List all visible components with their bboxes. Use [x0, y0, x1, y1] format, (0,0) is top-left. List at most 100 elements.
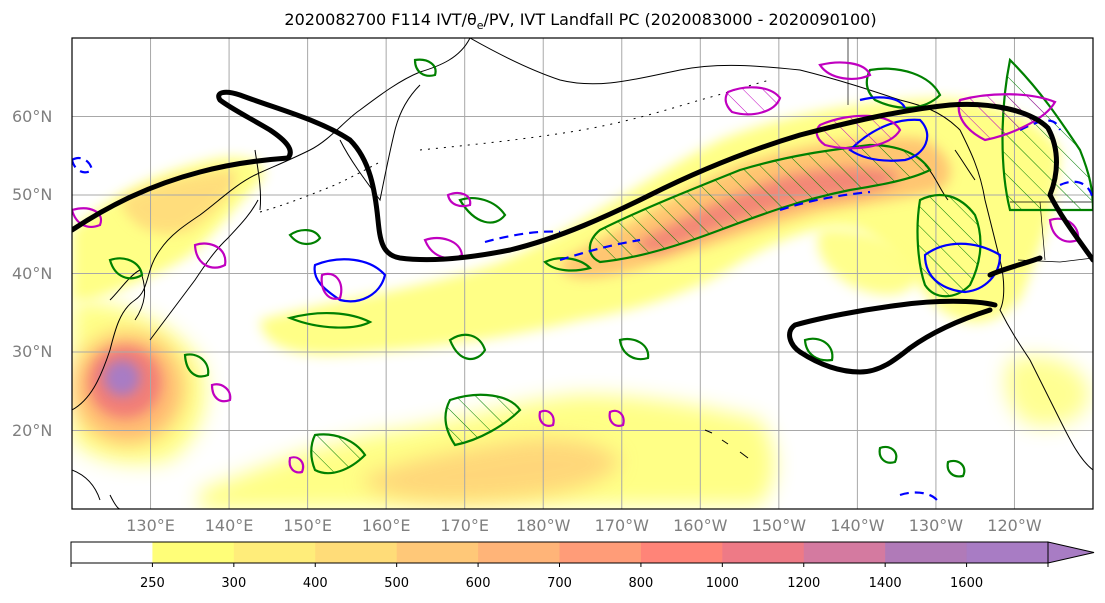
- longitude-label: 150°W: [751, 516, 807, 535]
- map-title: 2020082700 F114 IVT/θe/PV, IVT Landfall …: [28, 10, 1105, 32]
- colorbar: [70, 541, 1095, 567]
- colorbar-tick-label: 800: [628, 576, 654, 591]
- colorbar-segment: [315, 542, 398, 563]
- theta-e-contour: [310, 433, 367, 475]
- magenta-contour: [818, 61, 872, 80]
- pv-contour: [923, 242, 1002, 294]
- colorbar-segment: [152, 542, 235, 563]
- magenta-contour: [210, 383, 232, 403]
- colorbar-segment: [396, 542, 479, 563]
- latitude-label: 60°N: [12, 106, 53, 126]
- ivt-typhoon-core: [104, 360, 140, 396]
- magenta-contour: [423, 237, 464, 260]
- colorbar-segment: [885, 542, 968, 563]
- theta-e-contour: [946, 459, 966, 478]
- colorbar-segment: [559, 542, 642, 563]
- theta-e-contour: [108, 257, 144, 280]
- theta-e-contour: [413, 58, 437, 77]
- pv-contour: [779, 190, 871, 212]
- map-layers: [72, 38, 1093, 509]
- magenta-contour: [538, 409, 555, 427]
- longitude-label: 130°E: [126, 516, 175, 535]
- longitude-label: 170°W: [594, 516, 649, 535]
- colorbar-segment: [722, 542, 805, 563]
- magenta-contour: [446, 191, 472, 208]
- theta-e-contour: [543, 257, 593, 272]
- pv-contour: [1059, 180, 1093, 201]
- pv-contour: [899, 491, 942, 506]
- magenta-contour: [288, 456, 305, 474]
- longitude-label: 130°W: [908, 516, 964, 535]
- coast-hawaii: [704, 429, 749, 459]
- magenta-contour: [320, 272, 343, 300]
- theta-e-contour: [448, 333, 487, 360]
- colorbar-extend-arrow: [1047, 541, 1095, 564]
- latitude-label: 40°N: [12, 263, 53, 283]
- colorbar-tick-label: 1000: [705, 576, 739, 591]
- pv-contour: [72, 156, 94, 174]
- theta-e-contour: [288, 229, 322, 246]
- theta-e-contour: [588, 143, 932, 264]
- theta-e-contour: [444, 393, 522, 447]
- theta-e-contour: [458, 197, 507, 224]
- ivt-gulf-lobe: [817, 229, 920, 295]
- latitude-label: 20°N: [12, 420, 53, 440]
- coast-alaska: [469, 38, 1093, 471]
- latitude-label: 30°N: [12, 342, 53, 361]
- colorbar-tick-label: 250: [139, 576, 165, 591]
- pv-contour: [1019, 119, 1062, 131]
- title-area: 2020082700 F114 IVT/θe/PV, IVT Landfall …: [0, 0, 1105, 36]
- coast-kurils: [259, 161, 381, 213]
- longitude-label: 170°E: [440, 516, 490, 535]
- colorbar-tick-label: 700: [547, 576, 572, 591]
- magenta-contour: [608, 409, 625, 427]
- coastlines: [72, 38, 1093, 509]
- magenta-contour: [724, 86, 782, 116]
- theta-e-contour: [286, 311, 373, 329]
- ivt-southern-band-mid: [360, 438, 620, 502]
- colorbar-tick-label: 1600: [950, 576, 984, 591]
- longitude-label: 180°W: [516, 516, 571, 535]
- theta-e-contour: [618, 337, 650, 361]
- magenta-contour: [193, 242, 227, 269]
- colorbar-tick-label: 1400: [868, 576, 902, 591]
- coast-kamchatka: [339, 84, 421, 202]
- colorbar-segment: [71, 542, 153, 563]
- pv-contour: [859, 96, 907, 109]
- longitude-label: 160°E: [361, 516, 411, 535]
- colorbar-tick-label: 300: [221, 576, 247, 591]
- colorbar-segment: [640, 542, 723, 563]
- map-frame: [71, 37, 1094, 510]
- colorbar-tick-label: 600: [465, 576, 491, 591]
- coast-aleutians: [419, 79, 771, 151]
- coast-japan: [149, 199, 259, 341]
- colorbar-segment: [803, 542, 886, 563]
- latitude-label: 50°N: [12, 185, 53, 204]
- pv-contour: [484, 230, 561, 244]
- colorbar-segment: [966, 542, 1049, 563]
- theta-e-contour: [865, 67, 942, 109]
- longitude-label: 160°W: [673, 516, 728, 535]
- pv-contour: [559, 238, 641, 262]
- longitude-label: 140°E: [204, 516, 254, 535]
- theta-e-contour: [803, 337, 834, 362]
- coast-asia: [72, 38, 471, 411]
- pv-contours: [72, 96, 1093, 506]
- longitude-label: 120°W: [987, 516, 1042, 535]
- colorbar-tick-label: 400: [302, 576, 328, 591]
- theta-e-contour: [878, 445, 898, 464]
- ivt-northwest-band-mid: [120, 170, 236, 234]
- map-title-text: 2020082700 F114 IVT/θe/PV, IVT Landfall …: [284, 10, 877, 33]
- colorbar-tick-label: 500: [384, 576, 410, 591]
- theta-e-contour: [183, 353, 210, 378]
- colorbar-segment: [233, 542, 316, 563]
- longitude-label: 150°E: [283, 516, 332, 535]
- colorbar-tick-label: 1200: [787, 576, 821, 591]
- ivt-east-lobe: [1005, 356, 1090, 427]
- longitude-label: 140°W: [830, 516, 885, 535]
- magenta-contour: [72, 207, 103, 228]
- colorbar-segment: [478, 542, 560, 563]
- ivt-landfall-pc-contour: [72, 89, 1093, 375]
